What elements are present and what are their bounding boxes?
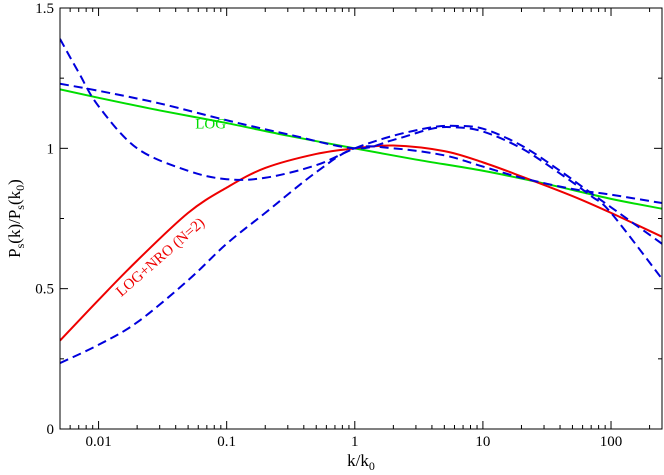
series-line-5 xyxy=(60,145,662,364)
plot-frame xyxy=(59,7,663,430)
tick-layer: 0.01 0.1 1 10 100 0 0.5 1 1.5 xyxy=(35,1,662,450)
y-tick-label: 1.5 xyxy=(35,1,54,17)
series-line-3 xyxy=(60,82,662,280)
annotation-layer: LOG LOG+NRO (N=2) xyxy=(113,117,226,301)
x-tick-label: 10 xyxy=(475,434,490,450)
series-annotation-2: LOG+NRO (N=2) xyxy=(113,215,208,300)
y-tick-label: 1 xyxy=(47,141,55,157)
x-axis-label: k/k0 xyxy=(347,451,375,473)
series-layer xyxy=(60,38,662,364)
series-annotation-1: LOG xyxy=(195,117,226,133)
x-tick-label: 0.1 xyxy=(217,434,236,450)
y-axis-label: Ps(k)/Ps(k0) xyxy=(5,179,27,258)
x-tick-label: 100 xyxy=(600,434,623,450)
x-tick-label: 1 xyxy=(351,434,359,450)
x-tick-label: 0.01 xyxy=(85,434,111,450)
series-line-4 xyxy=(60,38,662,245)
y-tick-label: 0.5 xyxy=(35,282,54,298)
y-tick-label: 0 xyxy=(47,422,55,438)
